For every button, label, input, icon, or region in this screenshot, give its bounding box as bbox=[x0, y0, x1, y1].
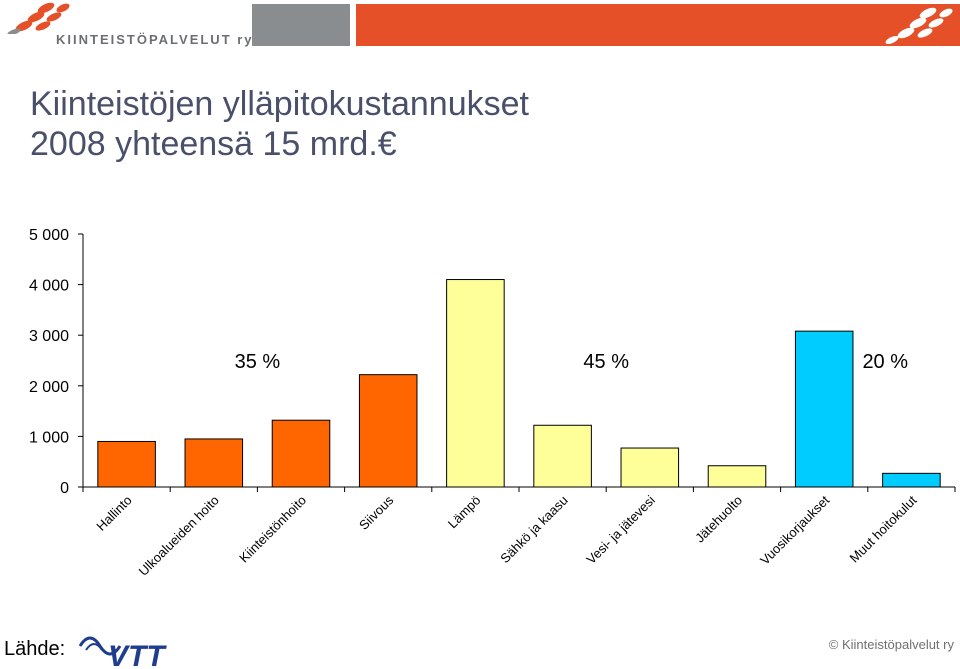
vtt-logo-text: VTT bbox=[108, 640, 167, 669]
header-orange-band bbox=[356, 4, 960, 46]
bar bbox=[358, 374, 418, 488]
bar bbox=[271, 419, 331, 488]
cost-bar-chart: 0 1 000 2 000 3 000 4 000 5 000 Hallinto Ulkoal… bbox=[29, 227, 956, 579]
band-logo-icon bbox=[885, 7, 953, 45]
y-tick-label: 2 000 bbox=[29, 379, 69, 396]
logo-text: KIINTEISTÖPALVELUT ry bbox=[56, 32, 254, 47]
bar bbox=[620, 447, 680, 488]
bar bbox=[446, 279, 505, 488]
x-tick-label: Ulkoalueiden hoito bbox=[136, 493, 222, 579]
header-grey-band bbox=[252, 4, 350, 46]
group-share-annotation: 20 % bbox=[862, 351, 908, 373]
y-tick-label: 5 000 bbox=[29, 227, 69, 244]
source-label: Lähde: bbox=[4, 638, 66, 660]
x-tick-label: Sähkö ja kaasu bbox=[497, 493, 570, 566]
kiinteistopalvelut-logo: KIINTEISTÖPALVELUT ry bbox=[6, 2, 252, 50]
x-tick-label: Vesi- ja jätevesi bbox=[583, 492, 658, 567]
y-tick-label: 4 000 bbox=[29, 278, 69, 295]
x-tick-label: Vuosikorjaukset bbox=[757, 492, 832, 567]
bar bbox=[882, 472, 941, 488]
x-tick-label: Siivous bbox=[356, 492, 397, 533]
x-tick-label: Jätehuolto bbox=[692, 493, 745, 546]
x-tick-label: Kiinteistönhoito bbox=[236, 493, 309, 566]
vtt-logo: VTT bbox=[78, 636, 167, 669]
bar bbox=[184, 438, 244, 488]
y-tick-label: 3 000 bbox=[29, 328, 69, 345]
bar bbox=[97, 440, 156, 488]
group-share-annotation: 35 % bbox=[235, 351, 281, 373]
copyright-text: © Kiinteistöpalvelut ry bbox=[828, 637, 954, 652]
x-tick-label: Lämpö bbox=[445, 493, 484, 532]
x-tick-label: Muut hoitokulut bbox=[847, 492, 920, 565]
group-share-annotation: 45 % bbox=[583, 351, 629, 373]
y-tick-label: 1 000 bbox=[29, 429, 69, 446]
page-title: Kiinteistöjen ylläpitokustannukset 2008 … bbox=[30, 84, 529, 164]
y-tick-label: 0 bbox=[60, 480, 69, 497]
kiinteistopalvelut-logo-icon bbox=[7, 2, 70, 34]
title-line-2: 2008 yhteensä 15 mrd.€ bbox=[30, 125, 397, 163]
title-line-1: Kiinteistöjen ylläpitokustannukset bbox=[30, 85, 529, 123]
x-tick-label: Hallinto bbox=[93, 493, 134, 534]
bar bbox=[533, 424, 592, 488]
bar bbox=[707, 465, 767, 488]
bar bbox=[794, 330, 854, 488]
